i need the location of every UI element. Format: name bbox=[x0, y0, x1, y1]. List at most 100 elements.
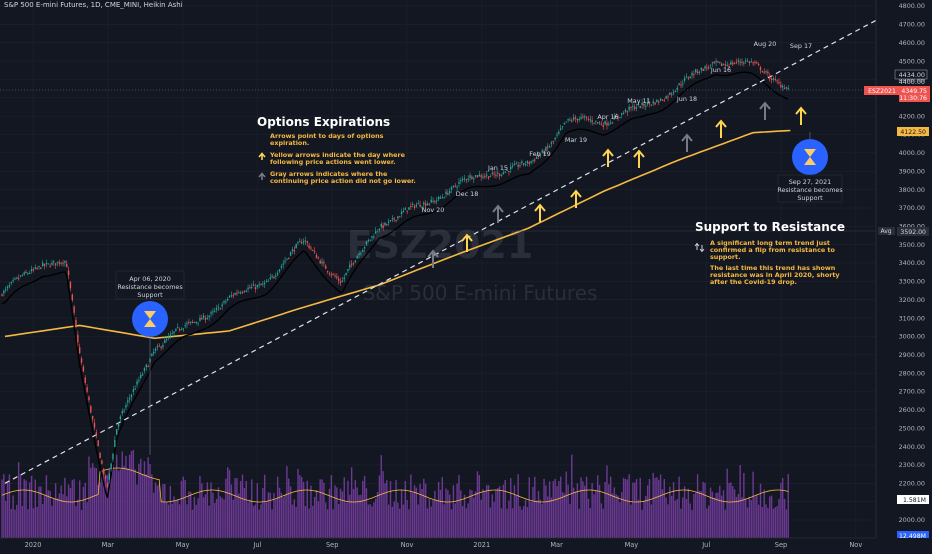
candle-body[interactable] bbox=[295, 244, 297, 249]
candle-body[interactable] bbox=[535, 157, 538, 159]
candle-body[interactable] bbox=[406, 210, 408, 212]
candle-body[interactable] bbox=[608, 123, 610, 125]
candle-body[interactable] bbox=[352, 263, 355, 265]
candle-body[interactable] bbox=[708, 67, 710, 69]
candle-body[interactable] bbox=[524, 164, 527, 166]
candle-body[interactable] bbox=[371, 236, 373, 238]
candle-body[interactable] bbox=[769, 76, 771, 79]
candle-body[interactable] bbox=[413, 206, 416, 208]
candle-body[interactable] bbox=[500, 174, 503, 176]
candle-body[interactable] bbox=[474, 175, 477, 177]
candle-body[interactable] bbox=[354, 260, 357, 263]
candle-body[interactable] bbox=[480, 175, 482, 177]
candle-body[interactable] bbox=[93, 422, 96, 428]
candle-body[interactable] bbox=[128, 398, 131, 400]
candle-body[interactable] bbox=[365, 241, 368, 245]
candle-body[interactable] bbox=[43, 264, 46, 266]
candle-body[interactable] bbox=[330, 274, 332, 276]
candle-body[interactable] bbox=[36, 267, 38, 269]
candle-body[interactable] bbox=[221, 304, 223, 307]
candle-body[interactable] bbox=[410, 206, 412, 208]
candle-body[interactable] bbox=[158, 345, 160, 347]
candle-body[interactable] bbox=[151, 353, 153, 357]
candle-body[interactable] bbox=[756, 62, 758, 64]
candle-body[interactable] bbox=[602, 125, 604, 127]
candle-body[interactable] bbox=[362, 250, 364, 253]
candle-body[interactable] bbox=[426, 203, 429, 206]
candle-body[interactable] bbox=[584, 116, 586, 118]
candle-body[interactable] bbox=[5, 289, 7, 291]
candle-body[interactable] bbox=[145, 364, 147, 368]
candle-body[interactable] bbox=[643, 104, 645, 106]
candle-body[interactable] bbox=[713, 62, 715, 64]
candle-body[interactable] bbox=[343, 277, 345, 280]
candle-body[interactable] bbox=[619, 117, 621, 119]
candle-body[interactable] bbox=[386, 223, 388, 225]
candle-body[interactable] bbox=[206, 317, 209, 319]
candle-body[interactable] bbox=[722, 64, 725, 66]
candle-body[interactable] bbox=[447, 193, 449, 195]
candle-body[interactable] bbox=[64, 260, 66, 263]
candle-body[interactable] bbox=[399, 216, 401, 218]
candle-body[interactable] bbox=[334, 275, 336, 277]
candle-body[interactable] bbox=[726, 64, 728, 66]
candle-body[interactable] bbox=[695, 69, 697, 73]
candle-body[interactable] bbox=[443, 197, 445, 199]
candle-body[interactable] bbox=[312, 250, 314, 252]
candle-body[interactable] bbox=[585, 117, 588, 119]
candle-body[interactable] bbox=[117, 422, 120, 427]
candle-body[interactable] bbox=[423, 202, 425, 205]
candle-body[interactable] bbox=[1, 294, 3, 296]
candle-body[interactable] bbox=[611, 122, 614, 124]
candle-body[interactable] bbox=[77, 334, 79, 343]
candle-body[interactable] bbox=[301, 242, 303, 244]
candle-body[interactable] bbox=[141, 374, 144, 376]
candle-body[interactable] bbox=[315, 255, 318, 259]
candle-body[interactable] bbox=[658, 101, 660, 103]
candle-body[interactable] bbox=[336, 276, 338, 279]
candle-body[interactable] bbox=[471, 176, 473, 179]
candle-body[interactable] bbox=[634, 107, 636, 110]
candle-body[interactable] bbox=[252, 284, 255, 287]
candle-body[interactable] bbox=[389, 219, 392, 221]
candle-body[interactable] bbox=[73, 306, 75, 313]
candle-body[interactable] bbox=[787, 87, 789, 89]
candle-body[interactable] bbox=[3, 290, 5, 294]
candle-body[interactable] bbox=[71, 294, 73, 301]
candle-body[interactable] bbox=[648, 102, 651, 104]
candle-body[interactable] bbox=[572, 117, 575, 120]
candle-body[interactable] bbox=[167, 336, 170, 339]
candle-body[interactable] bbox=[171, 333, 173, 335]
candle-body[interactable] bbox=[258, 284, 260, 286]
candle-body[interactable] bbox=[27, 273, 29, 275]
candle-body[interactable] bbox=[173, 331, 175, 333]
candle-body[interactable] bbox=[393, 218, 395, 220]
candle-body[interactable] bbox=[400, 211, 403, 215]
candle-body[interactable] bbox=[280, 266, 283, 268]
candle-body[interactable] bbox=[563, 122, 566, 125]
candle-body[interactable] bbox=[99, 452, 101, 459]
candle-body[interactable] bbox=[752, 62, 754, 64]
candle-body[interactable] bbox=[154, 348, 157, 351]
candle-body[interactable] bbox=[776, 80, 778, 82]
candle-body[interactable] bbox=[441, 197, 443, 199]
candle-body[interactable] bbox=[243, 291, 246, 293]
candle-body[interactable] bbox=[204, 318, 207, 321]
candle-body[interactable] bbox=[53, 261, 55, 263]
candle-body[interactable] bbox=[86, 387, 88, 392]
candle-body[interactable] bbox=[184, 325, 186, 327]
candle-body[interactable] bbox=[402, 211, 405, 213]
candle-body[interactable] bbox=[169, 334, 172, 336]
candle-body[interactable] bbox=[504, 171, 506, 173]
candle-body[interactable] bbox=[265, 281, 268, 283]
candle-body[interactable] bbox=[689, 76, 691, 79]
candle-body[interactable] bbox=[547, 146, 549, 148]
candle-body[interactable] bbox=[186, 323, 188, 325]
candle-body[interactable] bbox=[739, 61, 741, 63]
candle-body[interactable] bbox=[278, 269, 281, 272]
candle-body[interactable] bbox=[180, 328, 183, 330]
candle-body[interactable] bbox=[14, 278, 16, 280]
candle-body[interactable] bbox=[60, 262, 62, 264]
candle-body[interactable] bbox=[434, 201, 436, 203]
candle-body[interactable] bbox=[672, 92, 675, 94]
